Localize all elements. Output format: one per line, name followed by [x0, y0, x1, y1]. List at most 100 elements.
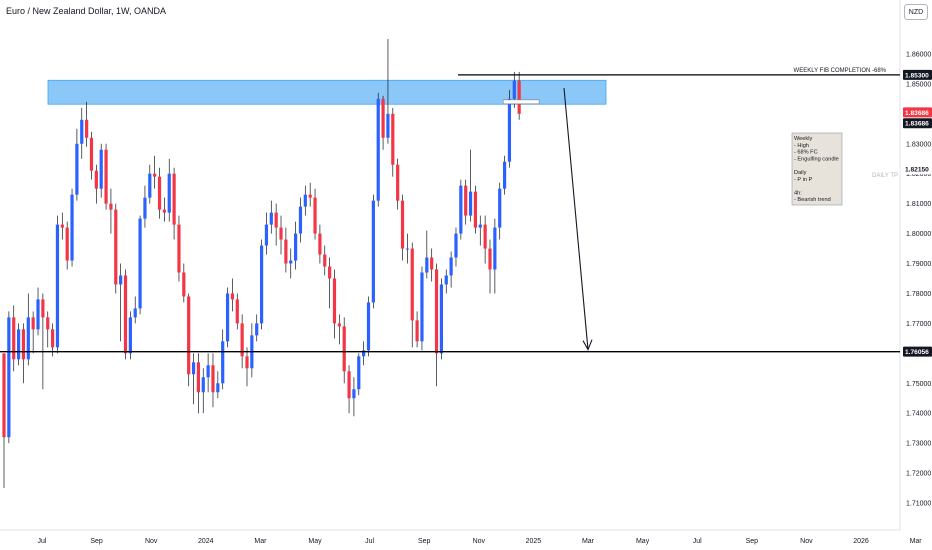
candle-body [371, 200, 375, 303]
candle-body [119, 275, 123, 285]
candle-body [235, 299, 239, 324]
candle-body [362, 350, 366, 357]
projection-arrow-shaft [563, 87, 589, 350]
candle-body [464, 185, 468, 216]
candle-body [143, 197, 147, 219]
x-tick-label: Mar [582, 538, 595, 545]
candle-body [415, 320, 419, 342]
candle-body [303, 194, 307, 207]
candle-body [245, 356, 249, 369]
candle-body [250, 335, 254, 369]
daily-tp-price-label: 1.82150 [905, 167, 929, 174]
candle-body [473, 191, 478, 228]
candle-body [182, 272, 186, 297]
candle-body [386, 113, 390, 138]
candle-body [55, 224, 60, 348]
candle-body [46, 317, 50, 330]
y-tick-label: 1.83000 [906, 141, 931, 148]
fib-level-label: WEEKLY FIB COMPLETION -68% [794, 68, 887, 74]
candle-body [123, 275, 128, 354]
candle-body [430, 257, 434, 270]
x-tick-label: Jul [365, 538, 374, 545]
y-tick-label: 1.75000 [906, 381, 931, 388]
candle-body [332, 278, 337, 324]
x-tick-label: Sep [90, 538, 103, 545]
candle-body [449, 257, 453, 276]
candle-body [41, 299, 45, 318]
annotation-line: - High [794, 143, 809, 149]
annotation-line: Weekly [794, 136, 812, 142]
candle-body [318, 233, 322, 255]
candle-body [31, 317, 35, 330]
candle-body [99, 149, 103, 189]
candle-body [36, 299, 40, 330]
candle-body [512, 80, 516, 99]
candle-body [488, 248, 492, 270]
annotation-box [791, 132, 843, 206]
currency-button[interactable]: NZD [904, 4, 928, 20]
candle-body [153, 173, 157, 177]
annotation-line: Daily [794, 170, 807, 176]
candle-body [177, 224, 181, 273]
candle-body [65, 227, 69, 261]
x-tick-label: 2026 [853, 538, 869, 545]
candle-body [337, 323, 341, 327]
candle-body [187, 296, 191, 375]
candle-body [104, 149, 108, 204]
support-price-label-bg [903, 346, 932, 357]
x-tick-label: Nov [473, 538, 486, 545]
x-tick-label: 2024 [198, 538, 214, 545]
candle-body [269, 212, 273, 225]
x-tick-label: Jul [38, 538, 47, 545]
candle-body [502, 161, 507, 189]
candle-body [128, 317, 132, 354]
candle-body [498, 188, 502, 228]
x-tick-label: Jul [693, 538, 702, 545]
candle-body [60, 224, 64, 228]
annotation-line: - P in P [794, 177, 813, 183]
candle-body [425, 257, 429, 273]
supply-zone [47, 79, 607, 105]
current-price-label-upper: 1.83686 [905, 110, 929, 117]
daily-tp-label: DAILY TP [872, 173, 898, 179]
candle-body [89, 137, 94, 171]
y-tick-label: 1.80000 [906, 231, 931, 238]
y-tick-label: 1.79000 [906, 261, 931, 268]
x-tick-label: Nov [145, 538, 158, 545]
x-tick-label: Mar [254, 538, 267, 545]
annotation-line: - 68% FC [794, 150, 818, 156]
y-tick-label: 1.78000 [906, 291, 931, 298]
y-tick-label: 1.71000 [906, 501, 931, 508]
candle-body [216, 383, 220, 393]
candle-body [221, 341, 225, 384]
candle-body [517, 80, 521, 114]
daily-tp-price-label-bg [903, 164, 932, 175]
fib-price-label-bg [903, 69, 932, 80]
candle-body [279, 227, 283, 240]
candle-body [420, 272, 424, 342]
candle-body [298, 206, 303, 234]
candle-body [483, 224, 487, 249]
y-tick-label: 1.73000 [906, 441, 931, 448]
candle-body [133, 308, 137, 318]
candle-body [313, 197, 317, 234]
y-tick-label: 1.72000 [906, 471, 931, 478]
candle-body [172, 173, 176, 225]
candle-body [444, 275, 448, 285]
y-tick-label: 1.86000 [906, 51, 931, 58]
candle-body [264, 224, 269, 246]
x-tick-label: 2025 [526, 538, 542, 545]
candle-body [230, 293, 235, 300]
annotation-line: - Bearish trend [794, 197, 831, 203]
candle-body [26, 317, 30, 360]
candle-body [109, 203, 113, 210]
candle-body [21, 329, 26, 360]
candle-body [138, 218, 142, 309]
candle-body [211, 365, 215, 393]
candle-body [191, 362, 196, 375]
candle-body [434, 269, 439, 354]
candle-body [157, 176, 162, 210]
candle-body [294, 233, 298, 261]
candle-body [478, 224, 482, 228]
y-tick-label: 1.81000 [906, 201, 931, 208]
